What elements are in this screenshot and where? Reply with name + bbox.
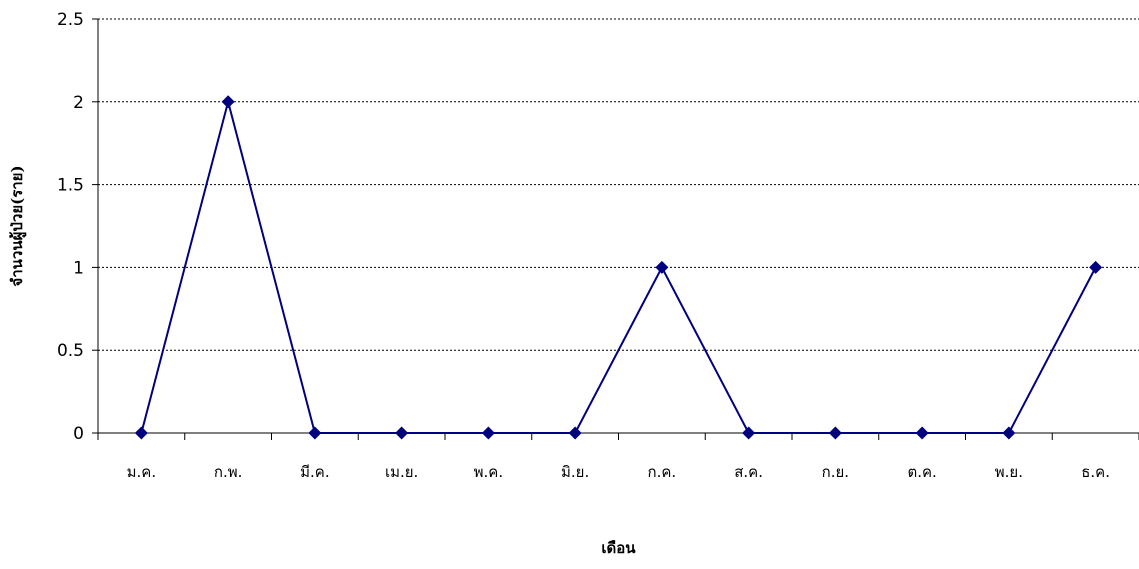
data-point-0-2 <box>308 426 322 440</box>
data-point-0-1 <box>221 95 235 109</box>
data-point-0-6 <box>655 260 669 274</box>
y-tick-labels: 0 0.5 1 1.5 2 2.5 <box>57 10 98 444</box>
y-tick-label-0: 0 <box>73 424 84 444</box>
y-tick-label-1: 0.5 <box>57 341 84 361</box>
y-tick-label-3: 1.5 <box>57 176 84 196</box>
y-tick-label-5: 2.5 <box>57 10 84 30</box>
y-axis-title: จำนวนผู้ป่วย(ราย) <box>8 165 27 286</box>
data-point-0-9 <box>915 426 929 440</box>
data-point-0-7 <box>742 426 756 440</box>
x-category-label-5: มิ.ย. <box>561 463 589 481</box>
data-point-0-10 <box>1002 426 1016 440</box>
y-tick-label-4: 2 <box>73 93 84 113</box>
x-category-label-10: พ.ย. <box>995 463 1023 481</box>
x-category-label-0: ม.ค. <box>127 463 156 481</box>
gridlines <box>98 18 1139 351</box>
data-point-0-11 <box>1089 260 1103 274</box>
x-category-label-6: ก.ค. <box>648 463 677 481</box>
x-category-label-2: มี.ค. <box>300 463 329 481</box>
x-category-label-11: ธ.ค. <box>1081 463 1110 481</box>
x-category-label-1: ก.พ. <box>214 463 243 481</box>
series-group <box>134 95 1103 440</box>
x-category-label-3: เม.ย. <box>385 463 418 481</box>
data-point-0-3 <box>395 426 409 440</box>
x-axis-title: เดือน <box>601 539 636 557</box>
series-line-0 <box>140 97 1097 434</box>
x-category-label-4: พ.ค. <box>474 463 503 481</box>
axes <box>97 19 1139 434</box>
x-category-labels: ม.ค. ก.พ. มี.ค. เม.ย. พ.ค. มิ.ย. ก.ค. ส.ค. ก.ย. ต… <box>127 463 1110 481</box>
data-point-0-0 <box>134 426 148 440</box>
y-tick-label-2: 1 <box>73 258 84 278</box>
x-category-label-8: ก.ย. <box>822 463 849 481</box>
x-tick-marks <box>97 433 1139 440</box>
x-category-label-7: ส.ค. <box>734 463 763 481</box>
data-point-0-8 <box>828 426 842 440</box>
x-category-label-9: ต.ค. <box>907 463 936 481</box>
data-point-0-4 <box>481 426 495 440</box>
data-point-0-5 <box>568 426 582 440</box>
